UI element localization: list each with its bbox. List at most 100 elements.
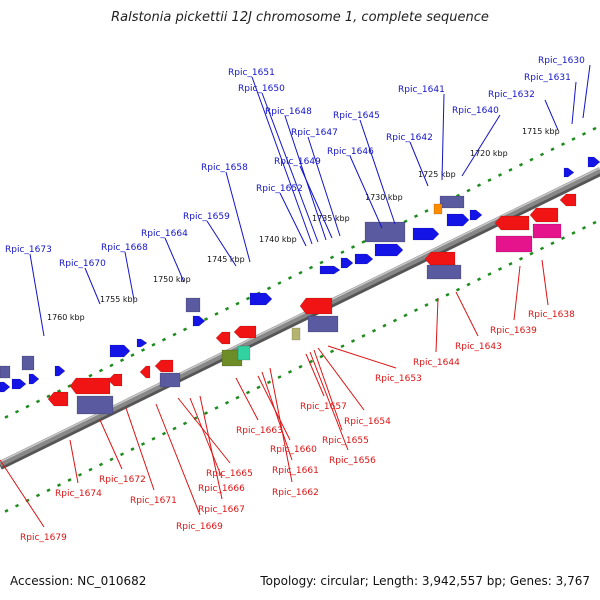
label-leader-line	[279, 192, 307, 247]
reverse-tick-row-tick	[140, 442, 146, 446]
reverse-tick-row-tick	[88, 467, 93, 472]
reverse-tick-row-tick	[445, 292, 450, 297]
forward-tick-row-tick	[14, 409, 20, 414]
gene-label: Rpic_1641	[398, 85, 445, 95]
label-leader-line	[582, 64, 591, 119]
reverse-tick-row-tick	[256, 385, 261, 390]
forward-gene	[136, 338, 148, 348]
gene-label: Rpic_1660	[270, 445, 317, 455]
gene-label: Rpic_1657	[300, 402, 347, 412]
label-leader-line	[269, 367, 293, 483]
forward-tick-row-tick	[550, 147, 555, 152]
operon-block	[237, 345, 251, 361]
reverse-tick-row-tick	[4, 508, 9, 513]
label-leader-line	[199, 395, 223, 500]
gene-label: Rpic_1671	[130, 496, 177, 506]
gene-label: Rpic_1663	[236, 426, 283, 436]
forward-tick-row-tick	[203, 317, 209, 321]
forward-tick-row-tick	[277, 281, 282, 285]
forward-tick-row-tick	[119, 358, 125, 363]
accession-text: Accession: NC_010682	[10, 574, 147, 588]
forward-tick-row-tick	[130, 353, 135, 357]
reverse-gene	[233, 325, 257, 339]
label-leader-line	[544, 99, 559, 131]
forward-tick-row-tick	[35, 399, 41, 404]
label-leader-line	[541, 259, 549, 306]
scale-label: 1755 kbp	[100, 295, 138, 304]
reverse-tick-row-tick	[214, 406, 219, 410]
gene-label: Rpic_1643	[455, 342, 502, 352]
forward-tick-row-tick	[529, 157, 534, 162]
misc-feature	[433, 203, 443, 215]
gene-label: Rpic_1650	[238, 84, 285, 94]
reverse-tick-row-tick	[487, 272, 492, 277]
reverse-gene	[529, 207, 559, 223]
forward-tick-row-tick	[151, 342, 156, 347]
forward-tick-row-tick	[413, 214, 419, 219]
reverse-tick-row-tick	[371, 328, 377, 333]
reverse-tick-row-tick	[277, 375, 282, 379]
label-leader-line	[317, 347, 365, 411]
reverse-tick-row-tick	[392, 318, 398, 323]
forward-tick-row-tick	[214, 312, 219, 316]
gene-label: Rpic_1666	[198, 484, 245, 494]
forward-gene	[109, 344, 131, 358]
forward-tick-row-tick	[571, 137, 576, 141]
label-leader-line	[455, 291, 479, 337]
forward-gene	[340, 257, 354, 269]
genome-summary-text: Topology: circular; Length: 3,942,557 bp…	[260, 574, 590, 588]
reverse-tick-row-tick	[413, 308, 419, 313]
forward-tick-row-tick	[508, 168, 513, 172]
operon-block	[495, 235, 533, 253]
label-leader-line	[309, 351, 349, 451]
forward-tick-row-tick	[487, 178, 492, 183]
reverse-tick-row-tick	[424, 303, 429, 307]
forward-tick-row-tick	[4, 414, 9, 419]
forward-gene	[587, 156, 600, 168]
reverse-gene	[559, 193, 577, 207]
gene-label: Rpic_1669	[176, 522, 223, 532]
forward-tick-row-tick	[109, 363, 114, 368]
label-leader-line	[305, 353, 325, 397]
forward-tick-row-tick	[518, 162, 524, 167]
gene-label: Rpic_1644	[413, 358, 460, 368]
gene-label: Rpic_1679	[20, 533, 67, 543]
forward-tick-row-tick	[182, 327, 188, 332]
operon-block	[159, 372, 181, 388]
forward-tick-row-tick	[140, 348, 146, 352]
label-leader-line	[409, 141, 429, 187]
forward-tick-row-tick	[245, 296, 251, 301]
operon-block	[291, 327, 301, 341]
reverse-tick-row-tick	[56, 483, 62, 487]
operon-block	[439, 195, 465, 209]
forward-tick-row-tick	[161, 337, 167, 342]
reverse-tick-row-tick	[550, 241, 555, 246]
label-leader-line	[189, 397, 223, 479]
gene-label: Rpic_1673	[5, 245, 52, 255]
reverse-gene	[299, 297, 333, 315]
gene-label: Rpic_1651	[228, 68, 275, 78]
forward-tick-row-tick	[560, 142, 566, 147]
forward-tick-row-tick	[56, 389, 62, 393]
forward-gene	[249, 292, 273, 306]
forward-gene	[54, 365, 66, 377]
gene-label: Rpic_1655	[322, 436, 369, 446]
reverse-tick-row-tick	[77, 472, 83, 477]
forward-gene	[11, 378, 27, 390]
forward-gene	[319, 265, 341, 275]
reverse-tick-row-tick	[35, 493, 41, 498]
forward-tick-row-tick	[172, 332, 177, 337]
reverse-tick-row-tick	[560, 236, 566, 241]
operon-block	[307, 315, 339, 333]
reverse-tick-row-tick	[161, 431, 167, 436]
reverse-gene	[139, 365, 151, 379]
label-leader-line	[84, 267, 101, 305]
backbone-highlight	[0, 167, 600, 463]
reverse-tick-row-tick	[46, 488, 51, 493]
label-leader-line	[571, 81, 577, 125]
forward-gene	[563, 167, 575, 178]
scale-label: 1725 kbp	[418, 170, 456, 179]
reverse-tick-row-tick	[529, 251, 534, 256]
label-leader-line	[441, 93, 445, 181]
operon-block	[185, 297, 201, 313]
